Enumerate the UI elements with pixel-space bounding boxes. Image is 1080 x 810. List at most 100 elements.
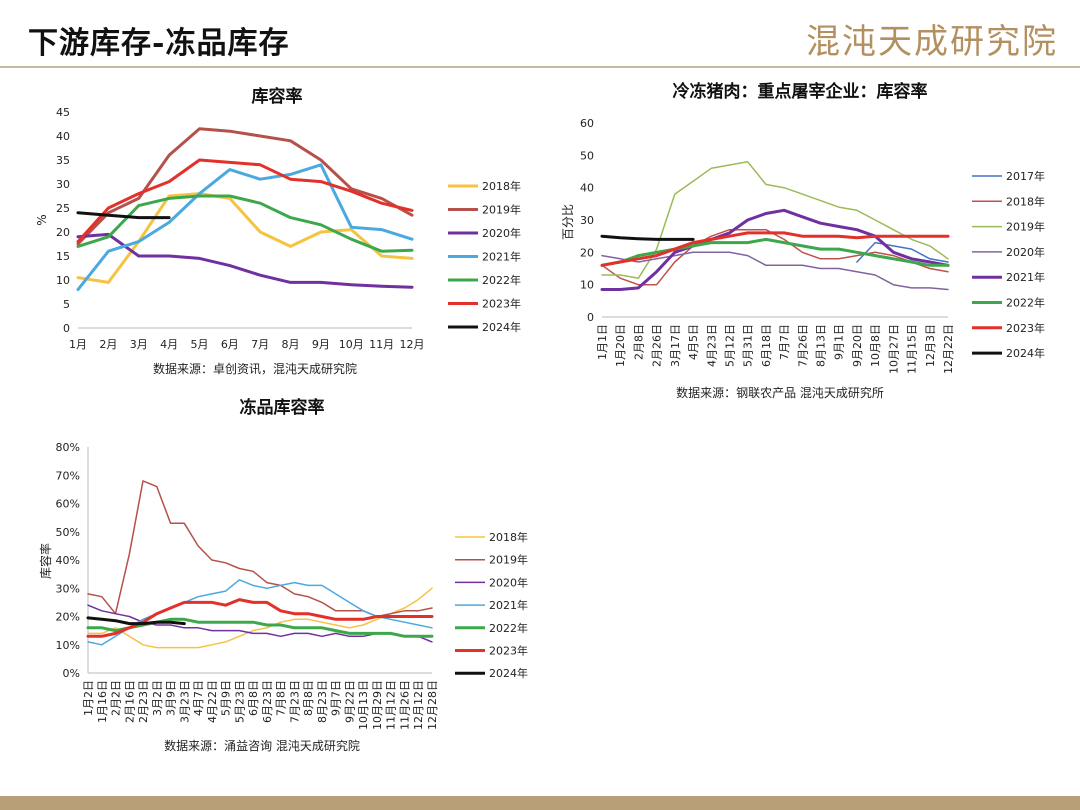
x-tick-label: 10月27日: [887, 324, 900, 374]
x-tick-label: 7月8日: [275, 680, 288, 716]
page-title: 下游库存-冻品库存: [28, 26, 290, 61]
y-tick-label: 30: [580, 214, 594, 227]
series-line: [76, 232, 414, 289]
x-tick-label: 4月: [160, 338, 178, 351]
x-tick-label: 1月: [69, 338, 87, 351]
x-tick-label: 5月12日: [723, 324, 736, 367]
x-tick-label: 2月: [99, 338, 117, 351]
series-line: [87, 480, 433, 618]
y-tick-label: 20%: [56, 611, 80, 624]
y-tick-label: 40: [580, 182, 594, 195]
y-tick-label: 10%: [56, 639, 80, 652]
chart-title: 冷冻猪肉：重点屠宰企业：库容率: [673, 81, 928, 102]
series-line: [87, 579, 433, 646]
x-tick-label: 12月28日: [426, 680, 439, 730]
x-tick-label: 9月20日: [851, 324, 864, 367]
x-tick-label: 2月2日: [110, 680, 123, 716]
y-tick-label: 5: [63, 298, 70, 311]
legend-label: 2022年: [1006, 296, 1045, 310]
series-line: [601, 228, 949, 286]
x-tick-label: 2月8日: [632, 324, 645, 360]
legend-label: 2024年: [489, 666, 528, 680]
legend-label: 2021年: [489, 598, 528, 612]
x-tick-label: 11月12日: [385, 680, 398, 730]
x-tick-label: 9月7日: [330, 680, 343, 716]
series-line: [76, 211, 171, 220]
y-tick-label: 25: [56, 202, 70, 215]
x-tick-label: 6月18日: [760, 324, 773, 367]
x-tick-label: 9月1日: [833, 324, 846, 360]
x-tick-label: 6月8日: [247, 680, 260, 716]
series-line: [76, 194, 414, 253]
x-tick-label: 6月23日: [261, 680, 274, 723]
y-tick-label: 40%: [56, 554, 80, 567]
legend-label: 2020年: [482, 226, 521, 240]
x-tick-label: 4月7日: [192, 680, 205, 716]
y-axis-label: 百分比: [561, 204, 575, 240]
legend-label: 2017年: [1006, 169, 1045, 183]
series-line: [76, 127, 414, 246]
x-tick-label: 3月23日: [178, 680, 191, 723]
x-tick-label: 11月15日: [906, 324, 919, 374]
y-tick-label: 30: [56, 178, 70, 191]
legend-label: 2024年: [482, 320, 521, 334]
legend-label: 2020年: [489, 575, 528, 589]
series-line: [856, 241, 949, 263]
x-tick-label: 1月16日: [96, 680, 109, 723]
x-tick-label: 7月7日: [778, 324, 791, 360]
x-tick-label: 10月: [339, 338, 364, 351]
y-tick-label: 50%: [56, 526, 80, 539]
x-tick-label: 12月22日: [942, 324, 955, 374]
x-tick-label: 2月26日: [651, 324, 664, 367]
y-tick-label: 20: [56, 226, 70, 239]
x-tick-label: 5月31日: [742, 324, 755, 367]
x-tick-label: 4月22日: [206, 680, 219, 723]
y-tick-label: 10: [580, 279, 594, 292]
series-line: [76, 158, 414, 244]
legend-label: 2021年: [1006, 270, 1045, 284]
brand-logo: 混沌天成研究院: [806, 22, 1058, 62]
legend-label: 2018年: [1006, 194, 1045, 208]
x-tick-label: 9月22日: [343, 680, 356, 723]
x-tick-label: 1月1日: [596, 324, 609, 360]
y-axis-label: 库容率: [38, 543, 53, 579]
footer-bar: [0, 796, 1080, 810]
x-tick-label: 8月: [282, 338, 300, 351]
y-tick-label: 0%: [63, 667, 80, 680]
y-tick-label: 15: [56, 250, 70, 263]
x-tick-label: 11月: [369, 338, 394, 351]
legend-label: 2024年: [1006, 346, 1045, 360]
x-tick-label: 12月3日: [924, 324, 937, 367]
data-source: 数据来源：涌益咨询 混沌天成研究院: [164, 738, 360, 753]
x-tick-label: 2月16日: [123, 680, 136, 723]
legend-label: 2018年: [489, 530, 528, 544]
y-tick-label: 60%: [56, 498, 80, 511]
legend-label: 2019年: [489, 553, 528, 567]
x-tick-label: 12月: [400, 338, 425, 351]
y-tick-label: 0: [587, 311, 594, 324]
x-tick-label: 2月23日: [137, 680, 150, 723]
x-tick-label: 11月26日: [398, 680, 411, 730]
chart-title: 冻品库容率: [240, 397, 325, 418]
x-tick-label: 9月: [312, 338, 330, 351]
x-tick-label: 7月26日: [796, 324, 809, 367]
legend-label: 2019年: [1006, 220, 1045, 234]
y-tick-label: 35: [56, 154, 70, 167]
data-source: 数据来源：钢联农产品 混沌天成研究所: [676, 385, 884, 400]
y-tick-label: 10: [56, 274, 70, 287]
x-tick-label: 10月13日: [357, 680, 370, 730]
series-line: [600, 208, 950, 291]
x-tick-label: 7月23日: [288, 680, 301, 723]
legend-label: 2023年: [489, 644, 528, 658]
x-tick-label: 8月8日: [302, 680, 315, 716]
x-tick-label: 1月20日: [614, 324, 627, 367]
title-divider: [0, 66, 1080, 68]
x-tick-label: 3月17日: [669, 324, 682, 367]
y-tick-label: 20: [580, 246, 594, 259]
x-tick-label: 1月2日: [82, 680, 95, 716]
y-tick-label: 70%: [56, 469, 80, 482]
chart-title: 库容率: [252, 86, 303, 107]
legend-label: 2020年: [1006, 245, 1045, 259]
series-line: [87, 587, 433, 649]
y-tick-label: 40: [56, 130, 70, 143]
